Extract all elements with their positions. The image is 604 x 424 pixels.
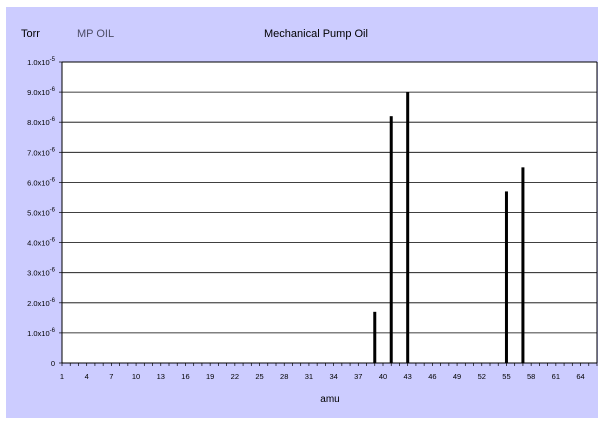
x-tick-label-37: 37 [354,372,362,381]
y-tick-label-2: 2.0x10-6 [27,298,56,308]
x-tick-label-49: 49 [453,372,461,381]
y-tick-label-3: 3.0x10-6 [27,268,56,278]
bars [373,92,525,364]
x-tick-label-22: 22 [231,372,239,381]
axes [59,61,598,366]
y-tick-label-5: 5.0x10-6 [27,208,56,218]
bar-amu-55 [504,191,508,363]
x-tick-label-4: 4 [85,372,89,381]
y-tick-label-0: 0 [51,359,55,368]
y-tick-label-1: 1.0x10-6 [27,328,56,338]
x-tick-label-43: 43 [404,372,412,381]
x-tick-label-1: 1 [60,372,64,381]
chart-title: Mechanical Pump Oil [264,28,368,40]
x-tick-label-64: 64 [576,372,584,381]
bar-amu-43 [406,92,410,363]
unit-label: Torr [21,28,40,40]
x-tick-label-19: 19 [206,372,214,381]
y-tick-labels: 0 1.0x10-6 2.0x10-6 3.0x10-6 4.0x10-6 5.0x10-… [27,57,56,368]
y-tick-label-10: 1.0x10-5 [27,57,56,67]
x-tick-label-61: 61 [552,372,560,381]
bar-amu-41 [389,116,393,364]
x-tick-label-46: 46 [428,372,436,381]
y-tick-label-6: 6.0x10-6 [27,177,56,187]
x-tick-label-10: 10 [132,372,140,381]
x-tick-label-34: 34 [329,372,337,381]
x-tick-label-55: 55 [502,372,510,381]
y-tick-label-4: 4.0x10-6 [27,238,56,248]
x-tick-labels: 1 4 7 10 13 16 19 22 25 28 31 34 37 40 43 46 49 52 55 58 61 6… [60,372,585,381]
x-tick-label-58: 58 [527,372,535,381]
x-tick-label-40: 40 [379,372,387,381]
x-tick-label-25: 25 [255,372,263,381]
y-tick-label-9: 9.0x10-6 [27,87,56,97]
x-tick-label-13: 13 [157,372,165,381]
bar-amu-57 [521,167,525,363]
x-tick-label-31: 31 [305,372,313,381]
sample-label: MP OIL [77,28,115,40]
x-tick-label-28: 28 [280,372,288,381]
x-axis-label: amu [320,394,339,405]
y-tick-label-8: 8.0x10-6 [27,117,56,127]
x-tick-label-16: 16 [181,372,189,381]
x-tick-label-52: 52 [478,372,486,381]
y-tick-label-7: 7.0x10-6 [27,147,56,157]
bar-amu-39 [373,311,377,363]
x-tick-label-7: 7 [109,372,113,381]
